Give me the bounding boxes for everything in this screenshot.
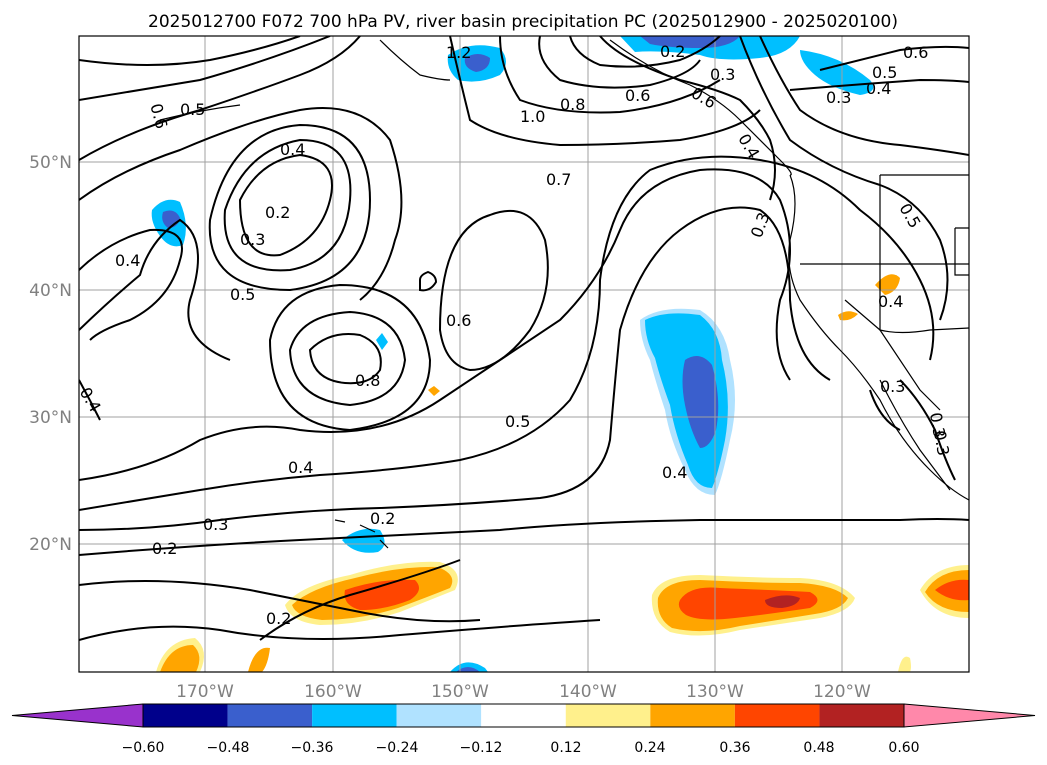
colorbar — [11, 703, 1036, 728]
lon-tick-label: 170°W — [176, 682, 234, 702]
contour-label: 0.2 — [265, 203, 290, 222]
colorbar-segment — [650, 704, 735, 727]
contour-label: 0.8 — [560, 95, 585, 114]
colorbar-segment — [481, 704, 566, 727]
contour-label: 0.4 — [662, 463, 687, 482]
shade-negative-ne — [800, 50, 874, 95]
contour-label: 0.6 — [446, 311, 471, 330]
colorbar-extend-high — [903, 703, 1036, 728]
shade-negative-east-core — [682, 356, 719, 448]
contour-label: 1.2 — [446, 43, 471, 62]
contour-label: 0.4 — [288, 458, 313, 477]
contour-label: 0.4 — [280, 140, 305, 159]
contour-label: 0.3 — [710, 65, 735, 84]
lon-tick-label: 160°W — [304, 682, 362, 702]
lon-tick-label: 130°W — [686, 682, 744, 702]
colorbar-segment — [396, 704, 482, 727]
shade-positive-california-2 — [838, 311, 858, 321]
colorbar-frame — [142, 703, 905, 728]
contour-label: 0.3 — [880, 377, 905, 396]
contour-label: 0.8 — [355, 371, 380, 390]
lon-tick-label: 140°W — [559, 682, 617, 702]
colorbar-segment — [143, 704, 228, 727]
shade-positive-southwest-inner — [160, 645, 200, 672]
contour-label: 0.3 — [240, 230, 265, 249]
shade-positive-central-core — [344, 579, 419, 610]
shade-negative-hawaii — [342, 528, 385, 553]
map-panel — [79, 36, 969, 672]
shade-positive-bottom-right — [898, 656, 911, 672]
lat-tick-label: 20°N — [29, 535, 72, 555]
contour-label: 0.2 — [660, 42, 685, 61]
shade-positive-dot — [428, 386, 440, 396]
shade-positive-far-east-core — [935, 579, 969, 601]
colorbar-segment — [819, 704, 904, 727]
contour-label: 0.5 — [872, 63, 897, 82]
contour-label: 0.6 — [903, 43, 928, 62]
contour-label: 0.4 — [878, 292, 903, 311]
figure-title: 2025012700 F072 700 hPa PV, river basin … — [148, 12, 898, 32]
contour-label: 0.2 — [152, 539, 177, 558]
shade-negative-gulf-core — [464, 54, 490, 72]
contour-label: 0.3 — [926, 411, 949, 439]
shade-negative-south-core — [456, 667, 480, 672]
lon-tick-label: 120°W — [813, 682, 871, 702]
colorbar-tick-label: 0.36 — [719, 740, 750, 756]
shade-positive-east-mid — [678, 587, 818, 620]
contour-label: 0.4 — [115, 251, 140, 270]
contour-label: 0.5 — [505, 412, 530, 431]
colorbar-labels: −0.60 −0.48 −0.36 −0.24 −0.12 0.12 0.24 … — [122, 740, 920, 756]
contour-label: 0.2 — [370, 509, 395, 528]
colorbar-segment — [565, 704, 651, 727]
colorbar-extend-low — [11, 703, 144, 728]
lon-tick-label: 150°W — [431, 682, 489, 702]
colorbar-tick-label: −0.36 — [291, 740, 334, 756]
shade-positive-east-core — [765, 595, 800, 608]
colorbar-tick-label: 0.60 — [888, 740, 919, 756]
contour-label: 0.3 — [826, 88, 851, 107]
pv-contours — [79, 36, 969, 641]
colorbar-tick-label: 0.48 — [803, 740, 834, 756]
colorbar-tick-label: −0.12 — [460, 740, 503, 756]
contour-label: 0.7 — [546, 170, 571, 189]
colorbar-tick-label: −0.60 — [122, 740, 165, 756]
contour-label: 0.3 — [930, 429, 953, 457]
shade-positive-south-small — [248, 647, 270, 672]
colorbar-tick-label: 0.24 — [634, 740, 665, 756]
coastlines — [159, 39, 969, 549]
colorbar-tick-label: 0.12 — [550, 740, 581, 756]
map-border — [78, 35, 970, 673]
contour-label: 1.0 — [520, 107, 545, 126]
lat-tick-label: 30°N — [29, 408, 72, 428]
contour-label: 0.3 — [203, 515, 228, 534]
lon-ticks: 170°W 160°W 150°W 140°W 130°W 120°W — [176, 682, 871, 702]
colorbar-segment — [227, 704, 313, 727]
lat-tick-label: 50°N — [29, 153, 72, 173]
lat-tick-label: 40°N — [29, 281, 72, 301]
shade-negative-dot — [376, 333, 388, 350]
contour-label: 0.2 — [266, 609, 291, 628]
contour-label: 0.6 — [625, 86, 650, 105]
colorbar-segment — [734, 704, 820, 727]
contour-label: 0.5 — [230, 285, 255, 304]
colorbar-tick-label: −0.24 — [376, 740, 419, 756]
contour-label: 0.4 — [866, 79, 891, 98]
contour-label: 0.5 — [180, 100, 205, 119]
lat-ticks: 50°N 40°N 30°N 20°N — [29, 153, 72, 555]
colorbar-tick-label: −0.48 — [207, 740, 250, 756]
graticule — [79, 36, 969, 672]
colorbar-segment — [312, 704, 397, 727]
